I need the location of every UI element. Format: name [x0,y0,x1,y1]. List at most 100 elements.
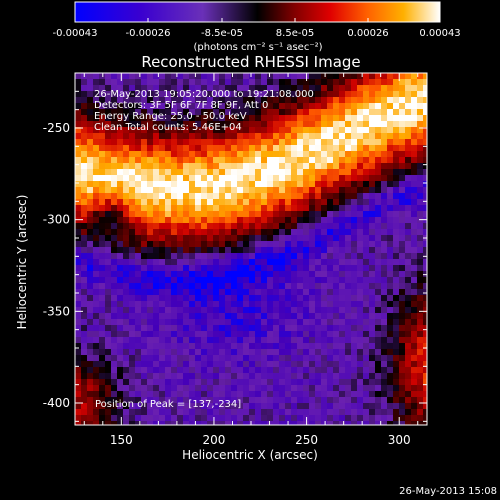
heatmap-cell [243,241,250,248]
heatmap-cell [363,253,370,260]
heatmap-cell [171,121,178,128]
heatmap-cell [267,349,274,356]
heatmap-cell [147,409,154,416]
heatmap-cell [363,349,370,356]
heatmap-cell [357,127,364,134]
heatmap-cell [381,193,388,200]
heatmap-cell [147,253,154,260]
heatmap-cell [141,121,148,128]
heatmap-cell [273,133,280,140]
heatmap-cell [327,289,334,296]
heatmap-cell [255,259,262,266]
heatmap-cell [309,115,316,122]
heatmap-cell [411,121,418,128]
heatmap-cell [81,79,88,86]
heatmap-cell [213,277,220,284]
heatmap-cell [357,271,364,278]
heatmap-cell [75,139,82,146]
heatmap-cell [117,241,124,248]
heatmap-cell [87,379,94,386]
heatmap-cell [189,163,196,170]
heatmap-cell [357,385,364,392]
heatmap-cell [123,121,130,128]
heatmap-cell [255,229,262,236]
heatmap-cell [297,199,304,206]
heatmap-cell [183,307,190,314]
heatmap-cell [297,169,304,176]
heatmap-cell [147,229,154,236]
heatmap-cell [237,367,244,374]
heatmap-cell [411,355,418,362]
heatmap-cell [225,361,232,368]
heatmap-cell [213,73,220,80]
heatmap-cell [213,97,220,104]
heatmap-cell [171,127,178,134]
heatmap-cell [417,247,424,254]
heatmap-cell [417,169,424,176]
heatmap-cell [147,373,154,380]
heatmap-cell [351,109,358,116]
heatmap-cell [399,337,406,344]
heatmap-cell [177,265,184,272]
heatmap-cell [201,217,208,224]
heatmap-cell [387,265,394,272]
heatmap-cell [195,313,202,320]
heatmap-cell [273,199,280,206]
heatmap-cell [243,361,250,368]
heatmap-cell [405,259,412,266]
heatmap-cell [165,223,172,230]
heatmap-cell [159,313,166,320]
heatmap-cell [261,193,268,200]
heatmap-cell [267,277,274,284]
heatmap-cell [189,85,196,92]
heatmap-cell [339,385,346,392]
heatmap-cell [417,145,424,152]
heatmap-cell [351,73,358,80]
heatmap-cell [321,355,328,362]
heatmap-cell [93,373,100,380]
heatmap-cell [231,265,238,272]
heatmap-cell [123,241,130,248]
heatmap-cell [177,229,184,236]
heatmap-cell [81,325,88,332]
heatmap-cell [297,295,304,302]
heatmap-cell [333,403,340,410]
heatmap-cell [93,85,100,92]
heatmap-cell [261,319,268,326]
heatmap-cell [255,337,262,344]
heatmap-cell [207,361,214,368]
heatmap-cell [423,277,427,284]
heatmap-cell [351,163,358,170]
heatmap-cell [243,175,250,182]
heatmap-cell [321,265,328,272]
heatmap-cell [183,223,190,230]
y-tick-label: -300 [43,213,70,227]
heatmap-cell [345,307,352,314]
heatmap-cell [357,361,364,368]
heatmap-cell [249,85,256,92]
heatmap-cell [99,73,106,80]
heatmap-cell [111,385,118,392]
heatmap-cell [363,421,370,425]
heatmap-cell [285,199,292,206]
heatmap-cell [375,205,382,212]
heatmap-cell [129,403,136,410]
heatmap-cell [387,295,394,302]
heatmap-cell [201,415,208,422]
heatmap-cell [321,361,328,368]
heatmap-cell [189,133,196,140]
heatmap-cell [171,115,178,122]
heatmap-cell [231,181,238,188]
heatmap-cell [381,373,388,380]
heatmap-cell [99,229,106,236]
heatmap-cell [273,301,280,308]
heatmap-cell [405,277,412,284]
heatmap-cell [339,277,346,284]
heatmap-cell [255,391,262,398]
heatmap-cell [399,265,406,272]
heatmap-cell [123,397,130,404]
heatmap-cell [321,379,328,386]
heatmap-cell [315,277,322,284]
heatmap-cell [165,97,172,104]
heatmap-cell [363,199,370,206]
